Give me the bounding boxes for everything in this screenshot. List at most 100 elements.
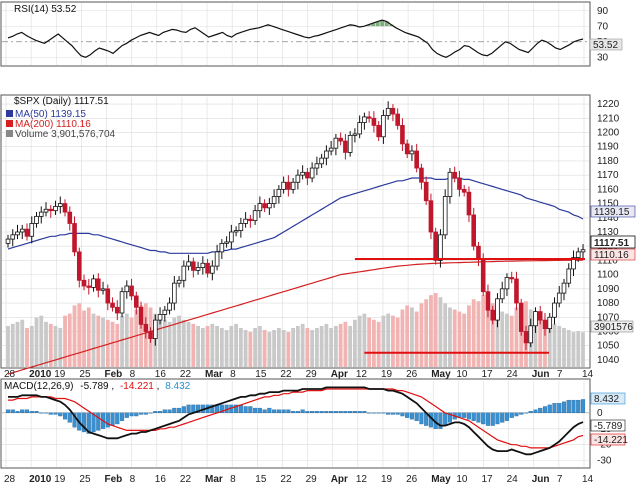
candle-body [381,115,386,138]
volume-bar [381,315,386,367]
candle-body [53,206,58,212]
macd-hist-bar [10,409,15,414]
x-axis-tick: 8 [230,474,236,485]
candle-body [400,125,405,145]
candle-body [419,167,424,183]
x-axis-tick: 8 [130,474,136,485]
volume-bar [234,323,238,367]
volume-bar [448,307,452,367]
volume-bar [324,323,329,367]
macd-hist-bar [362,411,367,414]
x-axis-tick: 24 [507,474,519,485]
volume-bar [310,330,315,367]
ma200-line [7,259,583,375]
candle-body [485,291,491,311]
candle-body [243,218,248,224]
candle-body [138,306,144,325]
volume-bar [552,323,557,367]
macd-hist-bar [314,411,319,414]
volume-bar [139,305,143,367]
volume-bar [29,325,34,367]
macd-hist-bar [310,411,315,414]
macd-y-tick: 0 [597,408,603,419]
price-y-tick: 1190 [597,142,619,153]
candle-body [333,137,339,149]
signal-value-label: -14.221 [594,435,628,446]
macd-hist-bar [447,412,452,423]
x-axis-tick: 25 [79,369,91,380]
macd-hist-bar [286,409,291,414]
macd-hist-bar [376,412,381,414]
candle-body [281,181,286,190]
volume-bar [276,327,281,367]
rsi-overbought-fill [266,24,271,27]
volume-bar [333,325,338,367]
macd-hist-bar [324,411,329,414]
macd-hist-bar [81,412,87,433]
macd-signal-line [8,388,584,449]
price-panel: 1220 1210 1200 1190 1180 1170 1160 1150 1140 1130… [0,94,636,375]
volume-bar [476,301,481,367]
volume-bar [115,323,120,367]
candle-body [357,122,362,135]
macd-hist-bar [167,409,172,414]
macd-label-prefix: MACD(12,26,9) [4,381,73,392]
x-axis-tick: 8 [130,369,136,380]
macd-hist-bar [571,399,576,414]
macd-hist-bar [257,407,262,414]
x-axis-tick: 22 [280,369,292,380]
candle-body [191,261,196,271]
volume-bar [120,315,124,367]
candle-body [404,143,410,155]
price-y-tick: 1040 [597,355,620,366]
volume-bar [286,332,291,367]
candle-body [442,196,448,236]
volume-bar [219,327,224,367]
volume-bar [20,319,25,367]
x-axis-tick: 10 [456,369,468,380]
volume-bar [124,313,129,367]
macd-hist-bar [395,412,400,415]
x-axis-tick: 19 [381,474,393,485]
macd-panel: 0-10-20-30 MACD(12,26,9) -5.789 , -14.22… [0,378,628,469]
volume-bar [196,325,200,367]
macd-line [8,386,584,456]
macd-hist-bar [519,412,524,415]
volume-bar [77,303,82,367]
ma50-value-label: 1139.15 [594,207,630,218]
price-y-tick: 1050 [597,341,620,352]
volume-bar [348,325,353,367]
macd-hist-bar [509,412,514,418]
rsi-y-tick: 70 [597,21,609,32]
macd-hist-bar [466,412,472,420]
volume-bars [6,293,585,367]
candle-body [57,203,63,207]
volume-legend-swatch [6,130,13,137]
price-title: $SPX (Daily) 1117.51 [14,96,109,107]
candle-body [72,223,77,253]
candle-body [34,215,39,224]
volume-bar [490,303,495,367]
rsi-overbought-fill [389,24,394,27]
macd-hist-bar [352,411,357,414]
rsi-overbought-fill [348,24,353,27]
candle-body [157,314,163,321]
volume-bar [48,323,53,367]
macd-hist-bar [523,412,529,414]
volume-bar [414,311,419,367]
x-axis-tick: May [431,369,451,380]
x-axis-tick: 19 [381,369,393,380]
price-y-tick: 1200 [597,128,620,139]
candle-body [561,282,567,294]
macd-hist-bar [243,406,248,414]
candle-body [385,107,391,116]
volume-bar [538,317,543,367]
candle-body [533,311,538,327]
candle-body [347,134,353,153]
candle-body [309,167,315,179]
x-axis-tick: 26 [406,369,418,380]
macd-hist-bar [86,412,91,434]
x-axis-tick: Mar [205,474,223,485]
candle-body [328,147,334,152]
candle-body [76,251,82,281]
